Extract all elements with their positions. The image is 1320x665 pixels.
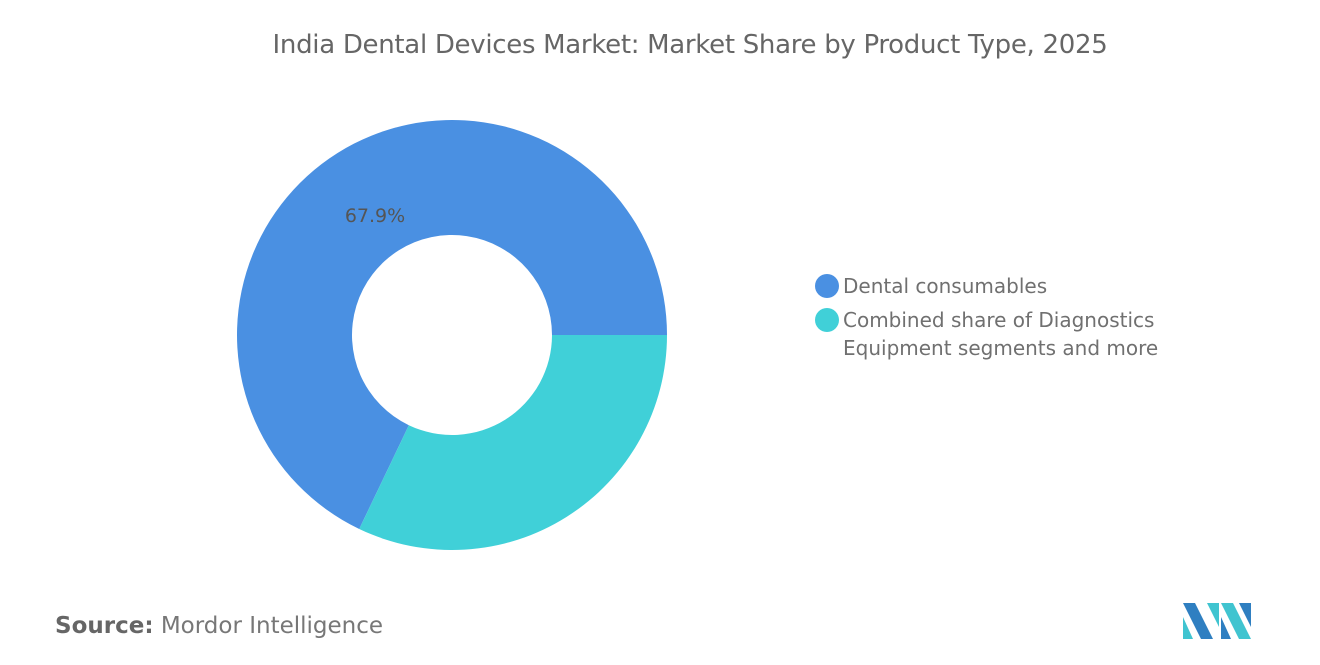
mordor-intelligence-logo [1183,603,1251,639]
legend-label: Combined share of Diagnostics Equipment … [843,308,1159,360]
source-label: Source: [55,613,154,639]
legend: Dental consumables Combined share of Dia… [815,272,1173,368]
legend-label: Dental consumables [843,274,1048,298]
source-value: Mordor Intelligence [160,613,384,639]
pie-slice [359,335,667,550]
pie-slice [237,120,667,529]
legend-item: Dental consumables [815,272,1173,300]
legend-swatch [815,308,839,332]
legend-swatch [815,274,839,298]
legend-item: Combined share of Diagnostics Equipment … [815,306,1173,362]
chart-title: India Dental Devices Market: Market Shar… [272,30,1108,60]
source-note: Source: Mordor Intelligence [55,613,383,639]
data-label: 67.9% [345,205,405,227]
